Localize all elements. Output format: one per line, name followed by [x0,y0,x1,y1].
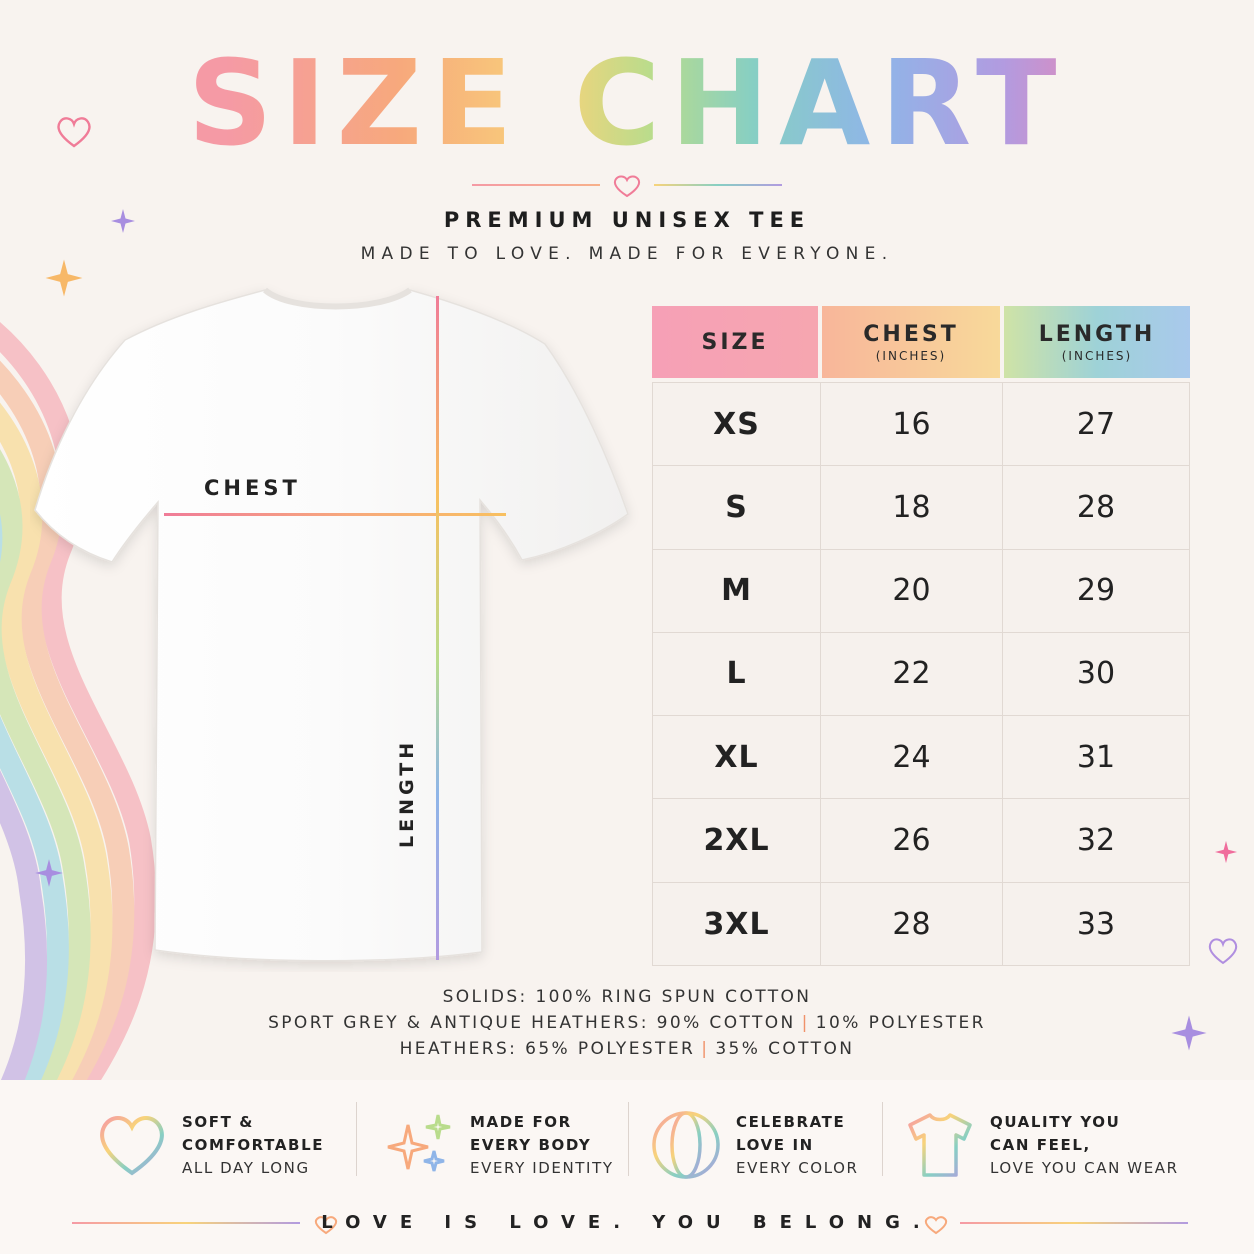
feature-line: EVERY BODY [470,1135,592,1154]
fabric-note-text: 10% POLYESTER [815,1013,986,1033]
column-header-label: SIZE [701,329,769,355]
heart-outline-icon [57,117,91,148]
cell-size: 3XL [653,882,821,966]
footer-divider-right [924,1216,1188,1235]
features-bar: SOFT & COMFORTABLE ALL DAY LONG MADE FOR… [0,1080,1254,1254]
feature-line: ALL DAY LONG [182,1158,310,1177]
cell-length: 29 [1076,573,1116,609]
globe-icon [652,1111,720,1179]
table-row: XS 16 27 [653,383,1189,467]
fabric-note-text: SPORT GREY & ANTIQUE HEATHERS: 90% COTTO… [268,1013,796,1033]
feature-line: EVERY COLOR [736,1158,859,1177]
heart-outline-icon [1208,938,1238,965]
column-header-label: CHEST [863,321,959,347]
column-header-unit: (INCHES) [1061,348,1133,363]
feature-line: CAN FEEL, [990,1135,1091,1154]
feature-line: QUALITY YOU [990,1112,1121,1131]
cell-length: 30 [1076,656,1116,692]
separator: | [801,1013,810,1033]
sparkle-icon [111,209,135,233]
feature-line: COMFORTABLE [182,1135,325,1154]
rainbow-swoosh [0,322,157,1120]
cell-chest: 16 [821,383,1003,466]
table-row: 3XL 28 33 [653,882,1189,966]
feature-divider [628,1102,629,1176]
column-header-size: SIZE [652,306,818,378]
product-subtitle: PREMIUM UNISEX TEE [443,208,811,232]
column-header-length: LENGTH (INCHES) [1004,306,1190,378]
cell-chest: 20 [821,549,1003,632]
heart-icon [100,1116,164,1176]
column-header-unit: (INCHES) [875,348,947,363]
column-header-label: LENGTH [1038,321,1156,347]
feature-line: SOFT & [182,1112,254,1131]
cell-chest: 24 [821,716,1003,799]
footer-tagline: LOVE IS LOVE. YOU BELONG. [321,1212,933,1233]
feature-divider [356,1102,357,1176]
tshirt-icon [908,1113,972,1177]
size-table: SIZE CHEST (INCHES) LENGTH (INCHES) XS 16… [652,306,1190,966]
fabric-note-text: SOLIDS: 100% RING SPUN COTTON [442,987,812,1007]
feature-line: LOVE IN [736,1135,814,1154]
fabric-note-solids: SOLIDS: 100% RING SPUN COTTON [0,987,1254,1007]
table-row: M 20 29 [653,549,1189,633]
length-measure-label: LENGTH [396,738,418,848]
tagline: MADE TO LOVE. MADE FOR EVERYONE. [360,244,894,264]
feature-celebrate: CELEBRATE LOVE IN EVERY COLOR [650,1100,859,1190]
sparkle-icon [45,259,83,297]
table-row: 2XL 26 32 [653,799,1189,883]
fabric-note-sport-grey: SPORT GREY & ANTIQUE HEATHERS: 90% COTTO… [0,1013,1254,1033]
feature-line: MADE FOR [470,1112,572,1131]
cell-length: 33 [1076,906,1116,942]
separator: | [701,1039,710,1059]
cell-size: L [653,632,821,716]
table-row: S 18 28 [653,466,1189,550]
cell-chest: 22 [821,632,1003,716]
sparkle-icon [35,859,63,887]
cell-size: 2XL [653,799,821,882]
cell-length: 27 [1076,406,1116,442]
feature-line: EVERY IDENTITY [470,1158,614,1177]
cell-size: XL [653,716,821,799]
length-measure-line [436,296,439,960]
cell-length: 32 [1076,823,1116,859]
cell-size: XS [653,383,821,466]
table-row: L 22 30 [653,632,1189,717]
chest-measure-label: CHEST [204,476,301,500]
fabric-note-text: HEATHERS: 65% POLYESTER [399,1039,696,1059]
feature-line: LOVE YOU CAN WEAR [990,1158,1179,1177]
cell-length: 31 [1076,739,1116,775]
chest-measure-line [164,513,506,516]
cell-size: S [653,466,821,549]
sparkle-icon [1171,1015,1207,1051]
fabric-note-text: 35% COTTON [715,1039,855,1059]
column-header-chest: CHEST (INCHES) [822,306,1000,378]
heart-icon [314,1216,338,1235]
cell-chest: 28 [821,882,1003,966]
sparkle-icon [1214,840,1238,864]
cell-size: M [653,549,821,632]
title-divider [472,175,782,198]
sparkles-icon [387,1114,451,1172]
table-row: XL 24 31 [653,716,1189,800]
cell-chest: 26 [821,799,1003,882]
feature-line: CELEBRATE [736,1112,846,1131]
table-body: XS 16 27 S 18 28 M 20 29 L 22 30 XL 24 31 2XL 26 32 3XL 28 3… [652,382,1190,966]
feature-every-body: MADE FOR EVERY BODY EVERY IDENTITY [384,1100,614,1190]
cell-length: 28 [1076,489,1116,525]
heart-icon [613,175,641,198]
footer-divider-left [72,1216,338,1235]
heart-icon [924,1216,948,1235]
feature-divider [882,1102,883,1176]
feature-soft: SOFT & COMFORTABLE ALL DAY LONG [96,1100,324,1190]
tshirt-illustration [34,287,629,962]
feature-quality: QUALITY YOU CAN FEEL, LOVE YOU CAN WEAR [904,1100,1179,1190]
page-title: SIZE CHART [0,38,1254,168]
fabric-note-heathers: HEATHERS: 65% POLYESTER | 35% COTTON [0,1039,1254,1059]
cell-chest: 18 [821,466,1003,549]
